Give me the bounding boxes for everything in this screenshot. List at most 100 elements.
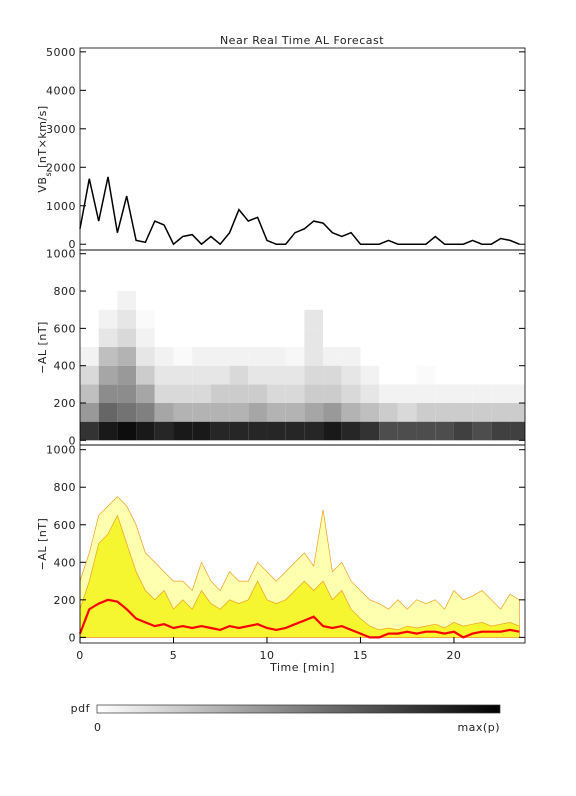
heatmap-cell: [360, 328, 380, 348]
colorbar: [96, 704, 501, 714]
data-line: [79, 176, 520, 246]
heatmap-cell: [248, 365, 267, 385]
x-tick-label: 10: [259, 649, 274, 662]
heatmap-cell: [453, 347, 473, 366]
heatmap-cell: [491, 365, 511, 385]
heatmap-cell: [136, 347, 155, 366]
heatmap-cell: [192, 309, 211, 329]
heatmap-cell: [510, 403, 525, 422]
heatmap-cell: [397, 384, 417, 404]
heatmap-cell: [323, 365, 342, 385]
heatmap-cell: [173, 328, 193, 348]
median-line: [78, 598, 520, 639]
heatmap-cell: [80, 328, 99, 348]
heatmap-cell: [154, 421, 174, 441]
heatmap-cell: [248, 291, 267, 310]
heatmap-cell: [117, 421, 137, 441]
heatmap-cell: [192, 384, 211, 404]
heatmap-cell: [192, 365, 211, 385]
y-tick-label: 400: [54, 360, 77, 373]
heatmap-cell: [173, 291, 193, 310]
heatmap-cell: [510, 291, 525, 310]
heatmap-cell: [304, 365, 324, 385]
heatmap-cell: [266, 309, 286, 329]
heatmap-cell: [472, 291, 492, 310]
heatmap-cell: [435, 291, 454, 310]
y-tick-label: 0: [69, 631, 77, 644]
heatmap-cell: [323, 291, 342, 310]
heatmap-cell: [397, 421, 417, 441]
heatmap-cell: [210, 291, 230, 310]
heatmap-cell: [285, 347, 305, 366]
y-axis-label: VBs [nT×km/s]: [36, 105, 53, 192]
heatmap-cell: [229, 403, 249, 422]
heatmap-cell: [341, 328, 361, 348]
heatmap-cell: [136, 328, 155, 348]
heatmap-cell: [379, 365, 398, 385]
y-tick-label: 0: [69, 434, 77, 447]
chart-title: Near Real Time AL Forecast: [220, 34, 384, 47]
heatmap-cell: [248, 328, 267, 348]
heatmap-cell: [248, 347, 267, 366]
plot-frame: [79, 47, 526, 251]
heatmap-cell: [136, 403, 155, 422]
y-tick-label: 600: [54, 519, 77, 532]
heatmap-cell: [136, 384, 155, 404]
heatmap-cell: [304, 421, 324, 441]
heatmap-cell: [80, 365, 99, 385]
heatmap-cell: [229, 328, 249, 348]
heatmap-cell: [416, 403, 436, 422]
heatmap-cell: [304, 384, 324, 404]
heatmap-cell: [285, 291, 305, 310]
heatmap-cell: [397, 309, 417, 329]
heatmap-cell: [117, 384, 137, 404]
heatmap-cell: [341, 365, 361, 385]
heatmap-cell: [98, 384, 118, 404]
heatmap-cell: [229, 309, 249, 329]
band-area: [79, 496, 520, 638]
heatmap-cell: [435, 328, 454, 348]
heatmap-cell: [229, 291, 249, 310]
heatmap-cell: [136, 291, 155, 310]
heatmap-cell: [416, 309, 436, 329]
y-tick-label: 1000: [46, 200, 76, 213]
heatmap-cell: [210, 328, 230, 348]
y-tick-label: 400: [54, 556, 77, 569]
heatmap-cell: [173, 421, 193, 441]
heatmap-cell: [491, 421, 511, 441]
heatmap-cell: [173, 365, 193, 385]
heatmap-cell: [453, 403, 473, 422]
colorbar-min: 0: [94, 721, 102, 734]
heatmap-cell: [491, 347, 511, 366]
y-tick-label: 2000: [46, 161, 76, 174]
heatmap-cell: [304, 309, 324, 329]
heatmap-cell: [154, 365, 174, 385]
heatmap-cell: [266, 291, 286, 310]
heatmap-cell: [98, 403, 118, 422]
heatmap-cell: [80, 403, 99, 422]
heatmap-cell: [136, 365, 155, 385]
heatmap-cell: [229, 365, 249, 385]
heatmap-cell: [80, 384, 99, 404]
colorbar-label: pdf: [71, 702, 91, 715]
heatmap-cell: [416, 347, 436, 366]
y-tick-label: 0: [69, 238, 77, 251]
heatmap-cell: [98, 291, 118, 310]
heatmap-cell: [154, 291, 174, 310]
heatmap-cell: [453, 421, 473, 441]
y-label-main: VB: [36, 177, 49, 193]
y-tick-label: 800: [54, 285, 77, 298]
heatmap-cell: [453, 384, 473, 404]
heatmap-cell: [285, 365, 305, 385]
heatmap-cell: [117, 309, 137, 329]
x-tick-label: 15: [353, 649, 368, 662]
heatmap-cell: [173, 403, 193, 422]
heatmap-cell: [397, 403, 417, 422]
heatmap-cell: [360, 421, 380, 441]
heatmap-cell: [210, 384, 230, 404]
band-area: [79, 514, 520, 638]
y-label-sub: s: [44, 172, 53, 177]
heatmap-cell: [341, 421, 361, 441]
heatmap-cell: [323, 403, 342, 422]
heatmap-cell: [285, 421, 305, 441]
